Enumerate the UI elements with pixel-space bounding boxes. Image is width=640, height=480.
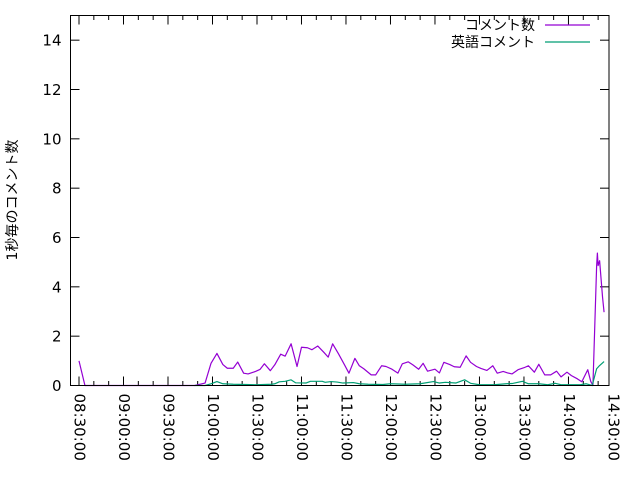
x-tick-label: 09:30:00 <box>159 394 177 461</box>
plot-border <box>70 15 610 386</box>
y-tick-label: 10 <box>42 130 61 148</box>
x-tick-label: 13:30:00 <box>515 394 533 461</box>
x-tick-labels: 08:30:00 09:00:00 09:30:00 10:00:00 10:30:00… <box>71 394 623 461</box>
x-tick-label: 08:30:00 <box>71 394 89 461</box>
y-tick-label: 12 <box>42 81 61 99</box>
legend-label-english-comments: 英語コメント <box>451 34 535 51</box>
x-tick-label: 10:00:00 <box>204 394 222 461</box>
x-tick-label: 10:30:00 <box>248 394 266 461</box>
x-tick-label: 14:00:00 <box>560 394 578 461</box>
legend-label-comments: コメント数 <box>465 18 535 34</box>
y-tick-label: 2 <box>52 328 62 346</box>
axis-ticks <box>70 15 609 386</box>
x-tick-label: 12:00:00 <box>382 394 400 461</box>
series-line-0 <box>78 252 605 387</box>
y-tick-label: 6 <box>52 229 62 247</box>
x-tick-label: 12:30:00 <box>426 394 444 461</box>
y-tick-label: 8 <box>52 180 62 198</box>
x-tick-label: 09:00:00 <box>115 394 133 461</box>
y-tick-label: 4 <box>52 278 62 296</box>
y-tick-labels: 0 2 4 6 8 10 12 14 <box>42 32 61 395</box>
legend: コメント数 英語コメント <box>451 18 590 51</box>
x-tick-label: 14:30:00 <box>604 394 622 461</box>
x-tick-label: 11:00:00 <box>293 394 311 461</box>
series-lines <box>78 252 605 387</box>
y-axis-label: 1秒毎のコメント数 <box>5 140 21 261</box>
series-line-1 <box>194 361 605 387</box>
y-tick-label: 0 <box>52 377 62 395</box>
x-tick-label: 13:00:00 <box>471 394 489 461</box>
y-tick-label: 14 <box>42 32 61 50</box>
x-tick-label: 11:30:00 <box>337 394 355 461</box>
